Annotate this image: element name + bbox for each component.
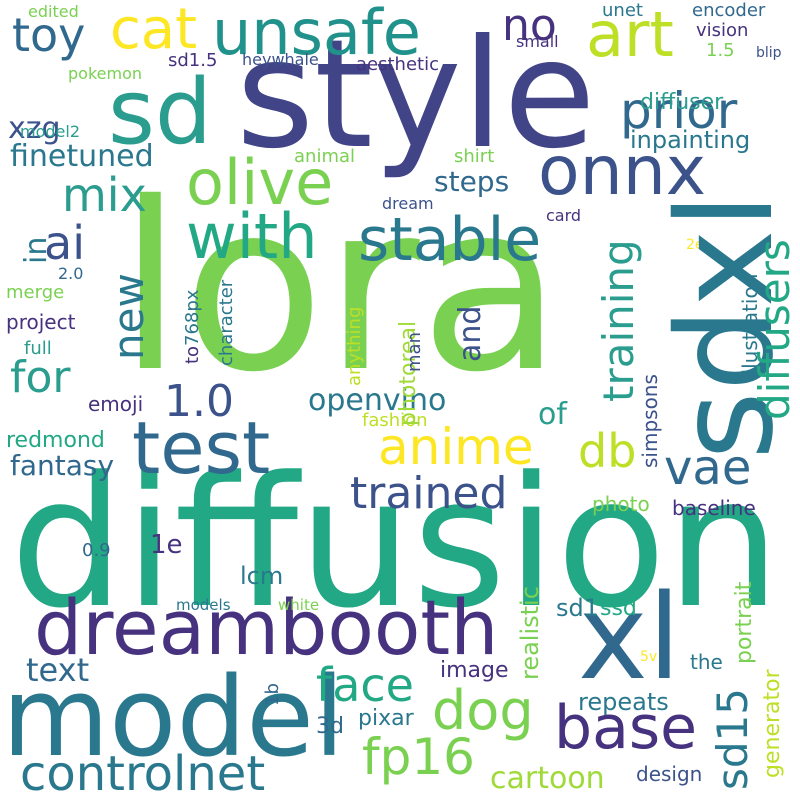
word-diffusion: diffusion (10, 439, 781, 648)
word-3d: 3d (316, 714, 344, 739)
word-repeats: repeats (578, 688, 669, 716)
word-pixar: pixar (358, 706, 414, 731)
word-fantasy: fantasy (10, 449, 115, 482)
word-fp16: fp16 (362, 728, 475, 786)
word-lora: lora (118, 153, 562, 423)
word-sd1: sd1 (556, 594, 600, 622)
word-1.5: 1.5 (706, 40, 735, 61)
word-to: to (182, 345, 203, 364)
word-dream: dream (382, 194, 434, 213)
word-xl: xl (578, 568, 681, 706)
word-xzg: xzg (8, 111, 61, 146)
word-blip: blip (756, 45, 782, 61)
word-inpainting: inpainting (630, 126, 751, 154)
word-edited: edited (28, 2, 79, 21)
word-anything: anything (344, 306, 365, 386)
word-sd: sd (108, 60, 213, 165)
word-mix: mix (62, 168, 147, 222)
word-db: db (578, 424, 637, 478)
word-sd15: sd15 (708, 688, 757, 790)
word-illustration: illustration (738, 273, 762, 380)
word-model: model (2, 653, 345, 781)
word-unsafe: unsafe (212, 0, 421, 69)
word-pokemon: pokemon (68, 64, 142, 83)
word-redmond: redmond (6, 428, 105, 453)
word-2.0: 2.0 (58, 264, 84, 283)
word-base: base (554, 693, 698, 763)
word-baseline: baseline (672, 496, 756, 520)
word-white: white (278, 596, 320, 614)
word-fashion: fashion (362, 410, 428, 431)
word-vae: vae (664, 440, 752, 496)
word-and: and (453, 305, 488, 362)
word-with: with (186, 200, 318, 273)
word-test: test (132, 406, 271, 490)
word-dog: dog (432, 679, 534, 742)
word-models: models (176, 596, 231, 614)
word-cartoon: cartoon (490, 761, 605, 796)
word-full: full (24, 338, 52, 359)
word-for: for (10, 352, 71, 403)
word-lcm: lcm (240, 562, 284, 590)
word-art: art (586, 0, 674, 71)
word-text: text (26, 651, 90, 689)
word-simpsons: simpsons (638, 374, 662, 468)
word-1e: 1e (150, 530, 183, 560)
word-trained: trained (350, 468, 508, 519)
word-toy: toy (12, 8, 86, 62)
word-aesthetic: aesthetic (356, 54, 439, 75)
word-small: small (516, 32, 559, 51)
word-style: style (236, 8, 596, 182)
word-project: project (6, 310, 76, 334)
word-vision: vision (696, 20, 749, 41)
word-controlnet: controlnet (20, 746, 266, 800)
word-0.9: 0.9 (82, 540, 111, 561)
word-diffuser: diffuser (640, 90, 724, 115)
word-image: image (440, 658, 509, 683)
word-of: of (538, 397, 567, 432)
word-generator: generator (760, 669, 785, 778)
word-ssd: ssd (600, 596, 637, 621)
word-finetuned: finetuned (10, 139, 154, 174)
word-in: in (19, 236, 54, 264)
word-ai: ai (44, 216, 85, 270)
word-prior: prior (620, 82, 738, 140)
word-dreambooth: dreambooth (34, 583, 499, 672)
word-character: character (216, 279, 237, 366)
word-merge: merge (6, 282, 65, 303)
word-2e: 2e (686, 237, 704, 253)
word-1.0: 1.0 (164, 376, 234, 427)
word-new: new (104, 273, 153, 360)
word-training: training (594, 239, 643, 402)
word-the: the (690, 650, 723, 674)
word-sd1.5: sd1.5 (168, 50, 218, 71)
word-portrait: portrait (732, 581, 757, 664)
word-realistic: realistic (516, 586, 544, 680)
word-5v: 5v (640, 649, 658, 665)
word-animal: animal (294, 146, 356, 167)
word-olive: olive (186, 146, 334, 219)
word-encoder: encoder (692, 0, 766, 21)
word-cat: cat (110, 0, 198, 62)
word-768px: 768px (182, 289, 203, 346)
word-unet: unet (602, 0, 643, 21)
word-stable: stable (358, 205, 542, 275)
word-openvino: openvino (308, 383, 447, 418)
word-no: no (502, 0, 557, 51)
word-model2: model2 (20, 122, 80, 141)
word-onnx: onnx (538, 132, 707, 211)
word-heywhale: heywhale (242, 50, 319, 69)
word-card: card (546, 206, 582, 225)
word-face: face (316, 658, 414, 712)
word-1b: 1b (262, 683, 283, 706)
word-man: man (404, 332, 425, 372)
word-design: design (636, 762, 703, 786)
word-emoji: emoji (88, 392, 144, 416)
word-shirt: shirt (454, 146, 495, 167)
word-anime: anime (378, 418, 534, 476)
word-photo: photo (592, 492, 650, 516)
word-steps: steps (434, 165, 510, 198)
